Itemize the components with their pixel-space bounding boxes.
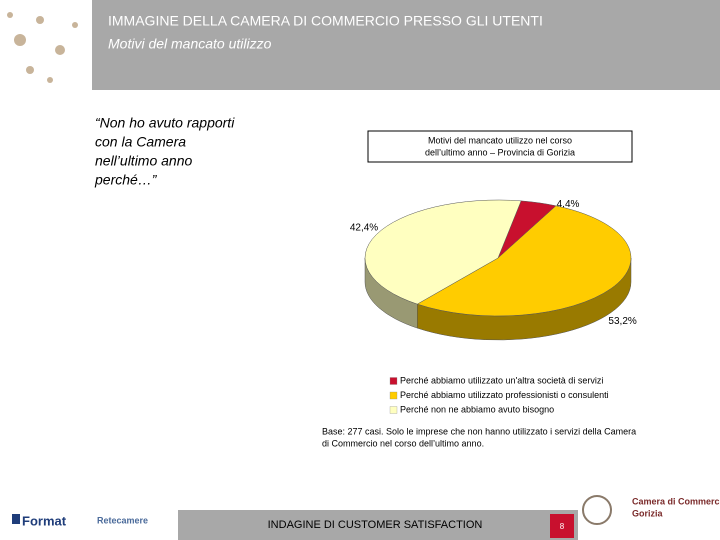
- logo-mid: Retecamere: [97, 515, 148, 525]
- legend-label: Perché abbiamo utilizzato un'altra socie…: [400, 375, 603, 385]
- quote-line: nell’ultimo anno: [95, 153, 192, 169]
- legend-swatch: [389, 377, 398, 385]
- logo-right: Camera di Commercio: [632, 496, 720, 506]
- value-label: 4,4%: [557, 199, 580, 210]
- value-label: 53,2%: [608, 316, 636, 327]
- chart-title: dell’ultimo anno – Provincia di Gorizia: [425, 147, 575, 157]
- page-box: [550, 514, 574, 538]
- legend-label: Perché abbiamo utilizzato professionisti…: [400, 390, 609, 400]
- quote: “Non ho avuto rapporti con la Camera nel…: [94, 115, 235, 188]
- header-subtitle: Motivi del mancato utilizzo: [108, 36, 272, 52]
- legend-swatch: [389, 391, 398, 400]
- logo-right: Gorizia: [632, 508, 664, 518]
- page-number: 8: [560, 522, 565, 531]
- logo-mark: [12, 514, 20, 524]
- decoration: [7, 12, 78, 83]
- header-title: IMMAGINE DELLA CAMERA DI COMMERCIO PRESS…: [108, 13, 543, 29]
- quote-line: perché…”: [94, 172, 158, 188]
- quote-line: con la Camera: [95, 134, 186, 150]
- note: Base: 277 casi. Solo le imprese che non …: [322, 426, 636, 436]
- value-label: 42,4%: [350, 222, 378, 233]
- legend-swatch: [389, 406, 398, 414]
- quote-line: “Non ho avuto rapporti: [95, 115, 235, 131]
- logo-seal: [582, 495, 612, 525]
- slice: [364, 199, 522, 305]
- legend: Perché abbiamo utilizzato un'altra socie…: [389, 375, 609, 414]
- footer-banner-text: INDAGINE DI CUSTOMER SATISFACTION: [268, 519, 483, 531]
- pie: 4,4% 53,2% 42,4%: [350, 199, 637, 341]
- chart-title-box: [367, 130, 633, 163]
- slice: [416, 205, 632, 317]
- logo-left: Format: [22, 513, 67, 528]
- note: di Commercio nel corso dell’ultimo anno.: [322, 438, 484, 448]
- footer-banner: [178, 510, 578, 540]
- chart-title: Motivi del mancato utilizzo nel corso: [428, 135, 572, 145]
- legend-label: Perché non ne abbiamo avuto bisogno: [400, 404, 554, 414]
- header-band: [92, 0, 720, 90]
